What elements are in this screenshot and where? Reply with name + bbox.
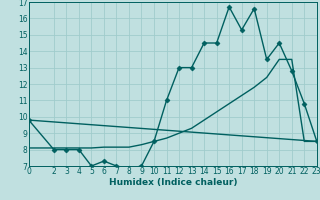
X-axis label: Humidex (Indice chaleur): Humidex (Indice chaleur)	[108, 178, 237, 187]
